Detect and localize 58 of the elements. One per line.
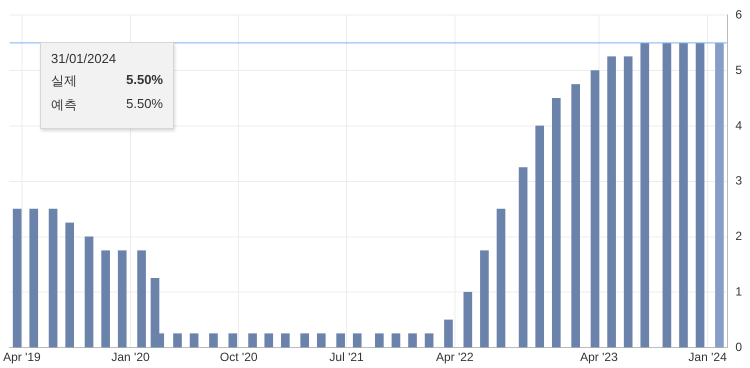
bar (12, 208, 22, 348)
bar (84, 236, 94, 348)
bar (624, 56, 633, 348)
bar (480, 250, 489, 348)
x-tick-label: Jan '24 (688, 350, 728, 364)
bar (424, 333, 434, 348)
bar (101, 250, 110, 348)
y-tick-label: 0 (735, 340, 742, 354)
y-tick-label: 3 (735, 174, 742, 188)
bar (696, 42, 704, 348)
bar (209, 333, 218, 348)
x-tick-label: Apr '22 (436, 350, 474, 364)
bar (137, 250, 146, 348)
y-tick-label: 4 (735, 118, 742, 132)
annotation: 예측 (51, 96, 77, 114)
bar (463, 292, 472, 348)
bar (281, 333, 290, 348)
bar (640, 42, 650, 348)
bar (444, 320, 453, 348)
x-tick-label: Jul '21 (329, 350, 364, 364)
bar (300, 333, 310, 348)
bar (535, 126, 544, 348)
bar (352, 333, 362, 348)
bar (375, 333, 384, 348)
bar (607, 56, 616, 348)
x-tick-label: Apr '19 (3, 350, 42, 364)
x-tick-label: Oct '20 (220, 350, 258, 364)
bar (496, 208, 506, 348)
y-tick-label: 5 (735, 62, 742, 77)
x-tick-label: Jan '20 (111, 350, 150, 364)
annotation: 5.50% (126, 96, 163, 113)
y-tick-label: 2 (735, 229, 742, 244)
y-tick-label: 1 (735, 284, 742, 299)
bar (173, 333, 182, 348)
bar (518, 167, 528, 348)
bar (679, 42, 688, 348)
bar (590, 70, 600, 348)
x-tick-label: Apr '23 (580, 350, 618, 364)
bar (408, 333, 417, 348)
bar (571, 84, 580, 348)
bar (248, 333, 257, 348)
bar (228, 333, 238, 348)
bar (392, 333, 400, 348)
annotation: 실제 (51, 72, 77, 90)
bar (118, 250, 127, 348)
bar (65, 222, 74, 348)
bar (29, 208, 38, 348)
bar (264, 333, 274, 348)
bar (190, 333, 198, 348)
bar (552, 98, 561, 348)
bar (316, 333, 326, 348)
bar (48, 208, 58, 348)
bar (662, 42, 672, 348)
y-tick-label: 6 (735, 8, 742, 22)
bar (336, 333, 345, 348)
annotation: 5.50% (126, 72, 163, 89)
annotation: 31/01/2024 (51, 51, 118, 66)
bar (715, 42, 724, 348)
